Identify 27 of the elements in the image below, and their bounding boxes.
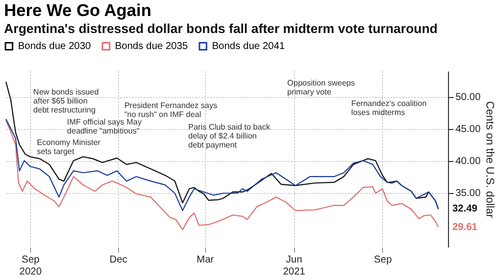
y-tick-label: 50.00: [456, 92, 481, 104]
y-tick-label: 45.00: [456, 124, 481, 136]
x-tick-label: Sep 2020: [19, 254, 42, 278]
y-tick-label: 35.00: [456, 188, 481, 200]
legend-label: Bonds due 2030: [18, 41, 92, 52]
annotation: IMF official says May deadline "ambitious": [67, 118, 142, 136]
legend-label: Bonds due 2041: [212, 41, 286, 52]
annotation: Opposition sweeps primary vote: [287, 78, 355, 96]
line-series: [5, 120, 439, 230]
data-label: 29.61: [452, 222, 478, 234]
annotation: Economy Minister sets target: [36, 138, 101, 156]
y-tick-label: 40.00: [456, 156, 481, 168]
annotation: New bonds issued after $65 billion debt restructuring: [33, 88, 99, 115]
x-tick-label: Mar: [196, 254, 215, 266]
x-tick-label: Jun 2021: [282, 254, 306, 278]
data-label: 32.49: [452, 204, 478, 215]
y-axis-title: Cents on the U.S. dollar: [484, 101, 496, 218]
line-series: [5, 81, 439, 210]
x-tick-label: Dec: [109, 254, 128, 266]
x-tick-label: Sep: [374, 254, 392, 266]
annotation: Fernandez's coalition loses midterms: [351, 99, 427, 118]
annotation: Paris Club said to back delay of $2.4 billion debt payment: [188, 122, 272, 150]
chart-title: Here We Go Again: [4, 1, 152, 20]
chart-subtitle: Argentina's distressed dollar bonds fall after midterm vote turnaround: [4, 21, 438, 36]
line-series: [5, 118, 439, 212]
annotation: President Fernandez says "no rush" on IMF deal: [124, 100, 218, 119]
legend-label: Bonds due 2035: [115, 41, 188, 52]
